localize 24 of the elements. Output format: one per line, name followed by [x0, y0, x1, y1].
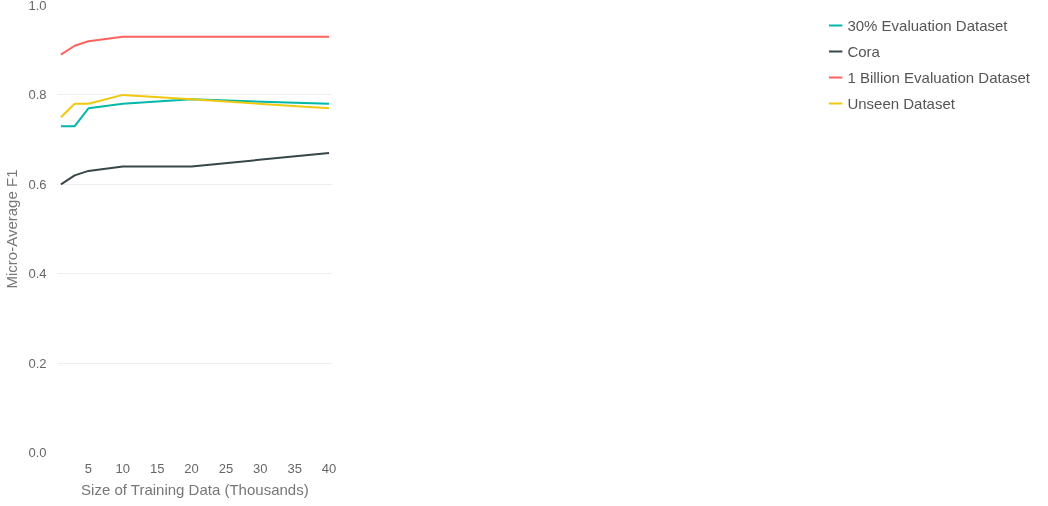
x-tick-label: 35 — [287, 460, 302, 476]
y-tick-label: 0.6 — [28, 176, 47, 192]
legend-label: 1 Billion Evaluation Dataset — [847, 68, 1030, 86]
y-tick-label: 0.4 — [28, 266, 47, 282]
x-tick-label: 40 — [321, 460, 337, 476]
legend-label: 30% Evaluation Dataset — [847, 16, 1008, 34]
x-tick-label: 25 — [218, 460, 234, 476]
x-tick-label: 5 — [84, 460, 93, 476]
x-tick-label: 15 — [149, 460, 165, 476]
x-tick-label: 20 — [184, 460, 199, 476]
x-tick-label: 30 — [253, 460, 268, 476]
line-series — [59, 35, 331, 56]
y-tick-label: 1.0 — [28, 0, 47, 13]
legend-label: Unseen Dataset — [847, 94, 955, 112]
legend-label: Cora — [847, 42, 880, 60]
line-series — [59, 152, 331, 186]
y-tick-label: 0.2 — [28, 355, 47, 371]
line-series — [59, 93, 331, 119]
y-tick-label: 0.0 — [28, 445, 47, 460]
x-axis-title: Size of Training Data (Thousands) — [81, 480, 309, 498]
y-tick-label: 0.8 — [28, 87, 47, 103]
line-series — [59, 98, 331, 128]
y-axis-title: Micro-Average F1 — [3, 169, 21, 289]
x-tick-label: 10 — [115, 460, 131, 476]
